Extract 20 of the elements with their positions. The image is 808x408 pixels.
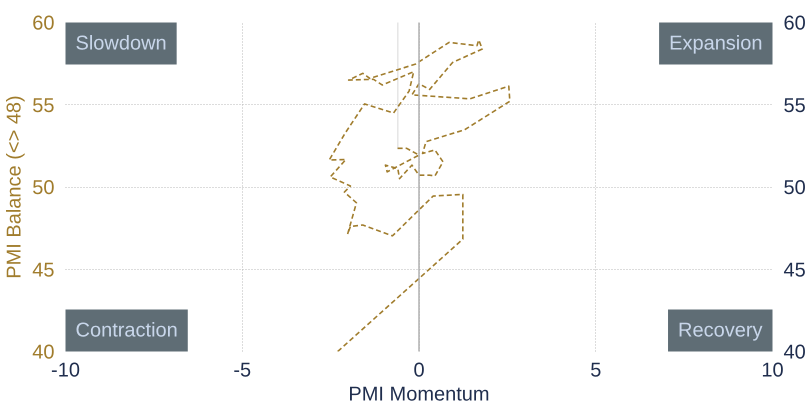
annotation: Contraction: [76, 320, 178, 342]
y-tick-label: 45: [32, 259, 55, 282]
x-tick-label: -5: [233, 360, 252, 382]
y2-tick-label: 55: [784, 94, 806, 117]
y-tick-label: 50: [32, 177, 55, 199]
x-tick-label: 5: [590, 360, 602, 382]
line-series: [328, 39, 511, 352]
x-tick-label: 10: [761, 360, 784, 382]
annotation: Slowdown: [76, 32, 167, 54]
x-axis-title: PMI Momentum: [348, 384, 490, 406]
y2-tick-label: 45: [784, 259, 806, 282]
y2-tick-label: 50: [784, 177, 806, 199]
x-tick-label: 0: [413, 360, 425, 382]
y-axis-title: PMI Balance (<> 48): [3, 95, 26, 279]
y-tick-label: 55: [32, 94, 55, 117]
annotation: Expansion: [669, 32, 763, 54]
y2-tick-label: 40: [784, 342, 806, 364]
y2-tick-label: 60: [784, 12, 806, 34]
y-tick-label: 60: [32, 12, 55, 34]
annotation: Recovery: [678, 320, 763, 342]
